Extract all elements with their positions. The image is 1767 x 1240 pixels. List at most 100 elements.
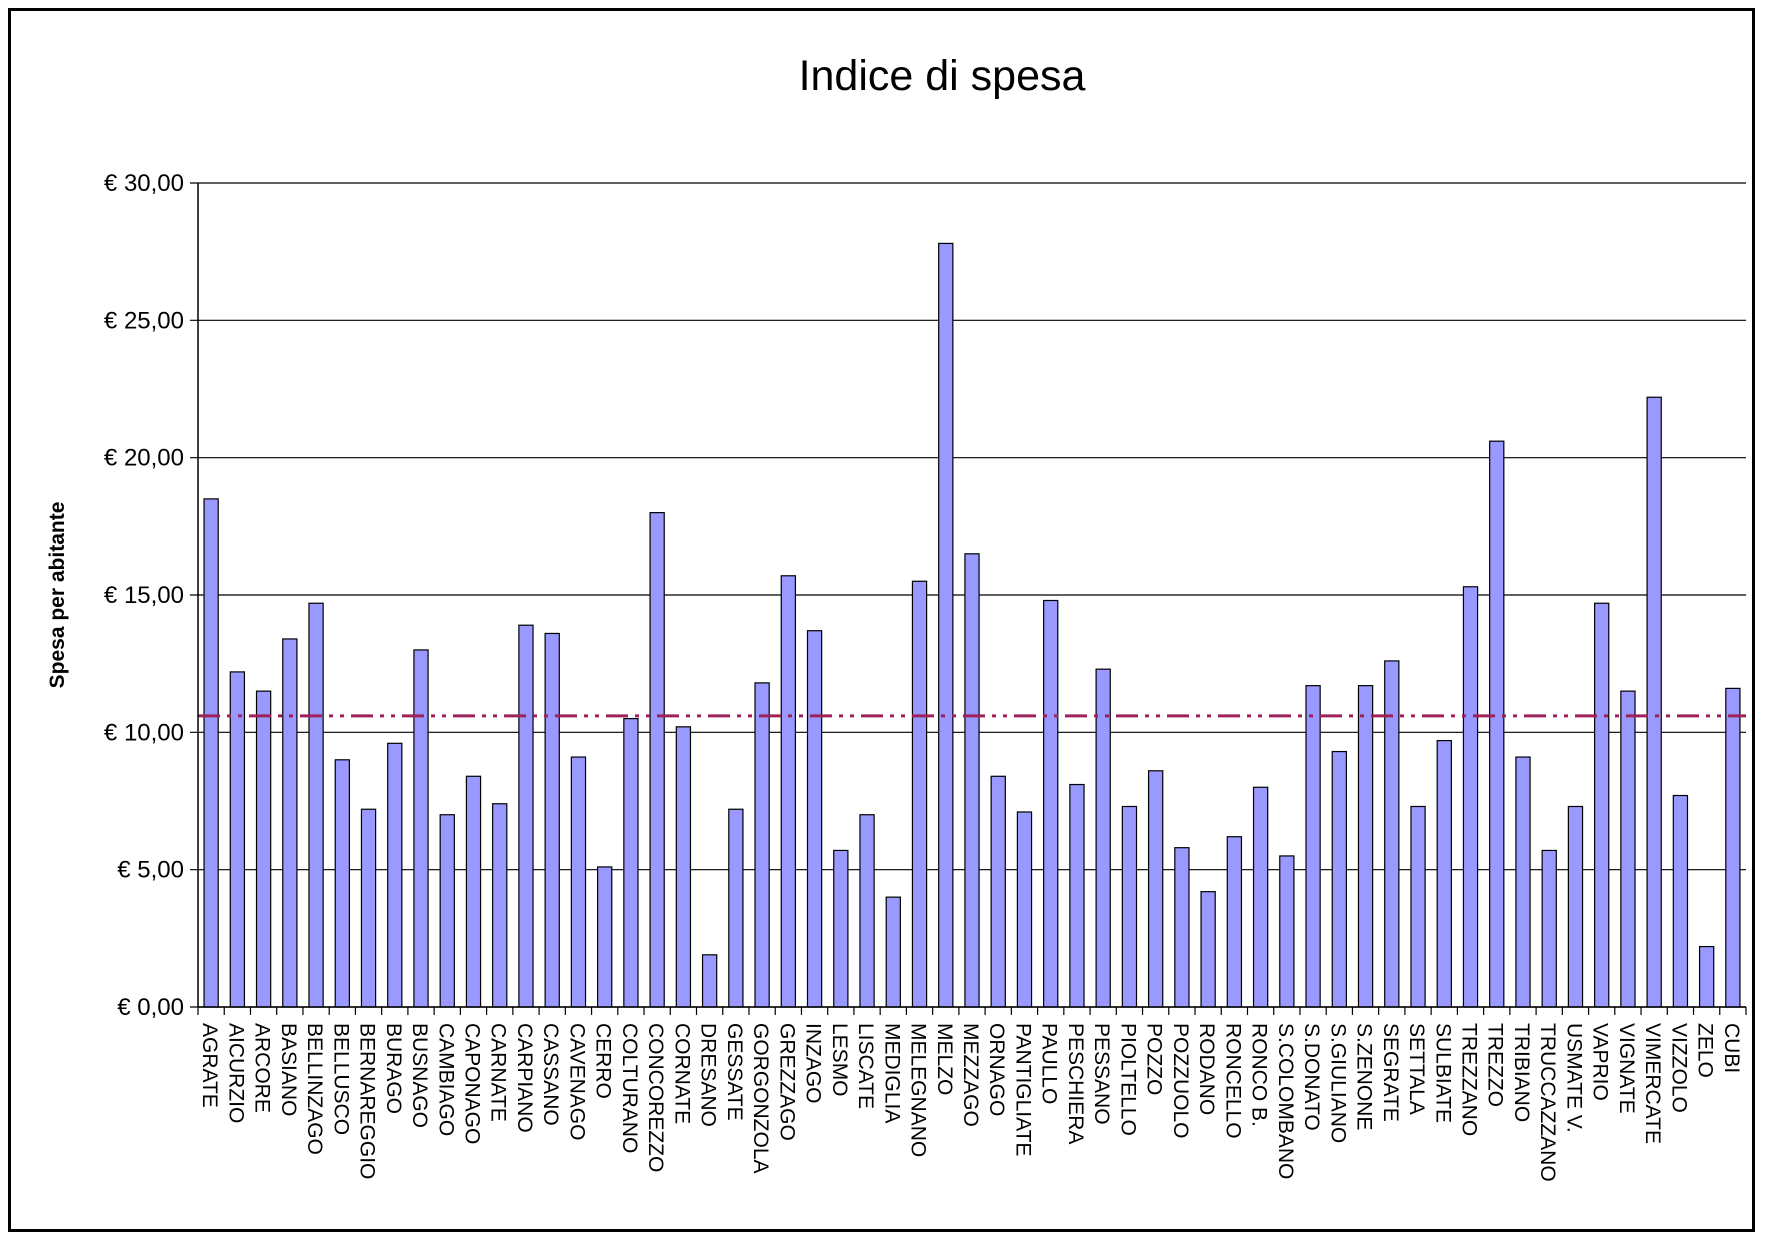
x-tick-label: POZZUOLO	[1169, 1023, 1192, 1139]
x-tick-label: S.ZENONE	[1353, 1023, 1376, 1130]
x-tick-label: PAULLO	[1038, 1023, 1061, 1104]
bar	[360, 808, 377, 1008]
bar	[1095, 668, 1111, 1008]
bar	[780, 575, 797, 1008]
x-tick-label: GREZZAGO	[775, 1023, 798, 1141]
x-tick-label: USMATE V.	[1562, 1023, 1585, 1133]
x-tick-label: CASSANO	[539, 1023, 562, 1126]
bar	[1567, 805, 1584, 1008]
x-tick-label: AGRATE	[198, 1023, 221, 1108]
bar	[1515, 756, 1531, 1008]
x-tick-label: BUSNAGO	[408, 1023, 431, 1128]
x-tick-label: ZELO	[1694, 1023, 1717, 1078]
bar	[1594, 602, 1610, 1008]
bar	[334, 759, 350, 1008]
x-tick-label: CARPIANO	[513, 1023, 536, 1133]
x-tick-label: ARCORE	[251, 1023, 274, 1113]
y-tick-label: € 10,00	[104, 719, 184, 746]
x-tick-label: VIMERCATE	[1641, 1023, 1664, 1144]
x-tick-label: MELEGNANO	[907, 1023, 930, 1157]
x-tick-label: COLTURANO	[618, 1023, 641, 1153]
x-tick-label: RONCELLO	[1221, 1023, 1244, 1139]
x-tick-label: MEZZAGO	[959, 1023, 982, 1127]
bar	[1357, 685, 1374, 1008]
x-tick-label: LISCATE	[854, 1023, 877, 1109]
x-tick-label: POZZO	[1143, 1023, 1166, 1095]
x-tick-label: VAPRIO	[1589, 1023, 1612, 1101]
x-tick-label: CAVENAGO	[565, 1023, 588, 1140]
bar	[1043, 599, 1059, 1008]
bar	[728, 808, 744, 1008]
bar	[492, 803, 508, 1008]
y-axis-label: Spesa per abitante	[46, 502, 69, 689]
bar	[255, 690, 272, 1008]
bar	[465, 775, 482, 1008]
bar	[1305, 685, 1321, 1008]
x-tick-label: SULBIATE	[1431, 1023, 1454, 1123]
bar	[1410, 805, 1426, 1008]
x-tick-label: CONCOREZZO	[644, 1023, 667, 1172]
bar	[911, 580, 928, 1008]
x-tick-label: INZAGO	[802, 1023, 825, 1104]
x-tick-label: SEGRATE	[1379, 1023, 1402, 1122]
x-tick-label: PIOLTELLO	[1116, 1023, 1139, 1136]
x-tick-label: PESSANO	[1090, 1023, 1113, 1125]
y-tick-label: € 25,00	[104, 307, 184, 334]
x-tick-label: CORNATE	[670, 1023, 693, 1124]
y-tick-label: € 5,00	[117, 857, 184, 884]
bars	[203, 242, 1741, 1008]
bar	[1541, 849, 1557, 1008]
bar	[964, 553, 980, 1008]
x-tick-label: GESSATE	[723, 1023, 746, 1121]
bar	[1121, 805, 1138, 1008]
y-tick-labels: € 0,00 € 5,00 € 10,00 € 15,00 € 20,00 € 25,00…	[104, 170, 184, 1021]
bar	[833, 849, 849, 1008]
bar	[1226, 836, 1243, 1008]
x-tick-label: TRIBIANO	[1510, 1023, 1533, 1122]
x-tick-label: S.GIULIANO	[1326, 1023, 1349, 1143]
x-tick-label: SETTALA	[1405, 1023, 1428, 1115]
y-tick-label: € 30,00	[104, 170, 184, 197]
x-tick-label: BURAGO	[382, 1023, 405, 1114]
x-tick-label: TRUCCAZZANO	[1536, 1023, 1559, 1182]
bar	[701, 954, 718, 1008]
bar	[1489, 440, 1505, 1008]
y-tick-label: € 0,00	[117, 994, 184, 1021]
bar	[439, 814, 455, 1008]
bar	[1069, 783, 1085, 1008]
bar	[1384, 660, 1400, 1008]
bar	[1672, 794, 1689, 1008]
bar	[1279, 855, 1295, 1008]
axes	[197, 183, 1747, 1015]
x-tick-label: S.DONATO	[1300, 1023, 1323, 1131]
x-tick-label: PESCHIERA	[1064, 1023, 1087, 1144]
bar	[596, 866, 613, 1008]
bar	[1620, 690, 1636, 1008]
bar	[570, 756, 587, 1008]
bar	[518, 624, 534, 1008]
bar	[1462, 586, 1479, 1008]
bar	[1147, 770, 1164, 1008]
bar	[1698, 945, 1715, 1008]
x-tick-label: CERRO	[592, 1023, 615, 1099]
bar	[308, 602, 324, 1008]
x-tick-label: PANTIGLIATE	[1011, 1023, 1034, 1156]
x-tick-label: DRESANO	[697, 1023, 720, 1127]
bar	[1252, 786, 1269, 1008]
bar	[229, 671, 246, 1008]
bar	[806, 630, 823, 1008]
x-tick-label: LESMO	[828, 1023, 851, 1097]
bar	[544, 632, 560, 1008]
bar	[675, 726, 692, 1008]
bar	[1646, 396, 1662, 1008]
y-tick-label: € 20,00	[104, 445, 184, 472]
bar	[282, 638, 298, 1008]
bar	[1331, 750, 1348, 1008]
category-labels: AGRATE AICURZIO ARCORE BASIANO BELLINZAGO BEL…	[198, 1023, 1743, 1182]
x-tick-label: BERNAREGGIO	[356, 1023, 379, 1179]
x-tick-label: GORGONZOLA	[749, 1023, 772, 1174]
bar	[623, 717, 639, 1008]
x-tick-label: BASIANO	[277, 1023, 300, 1116]
bar	[413, 649, 429, 1008]
